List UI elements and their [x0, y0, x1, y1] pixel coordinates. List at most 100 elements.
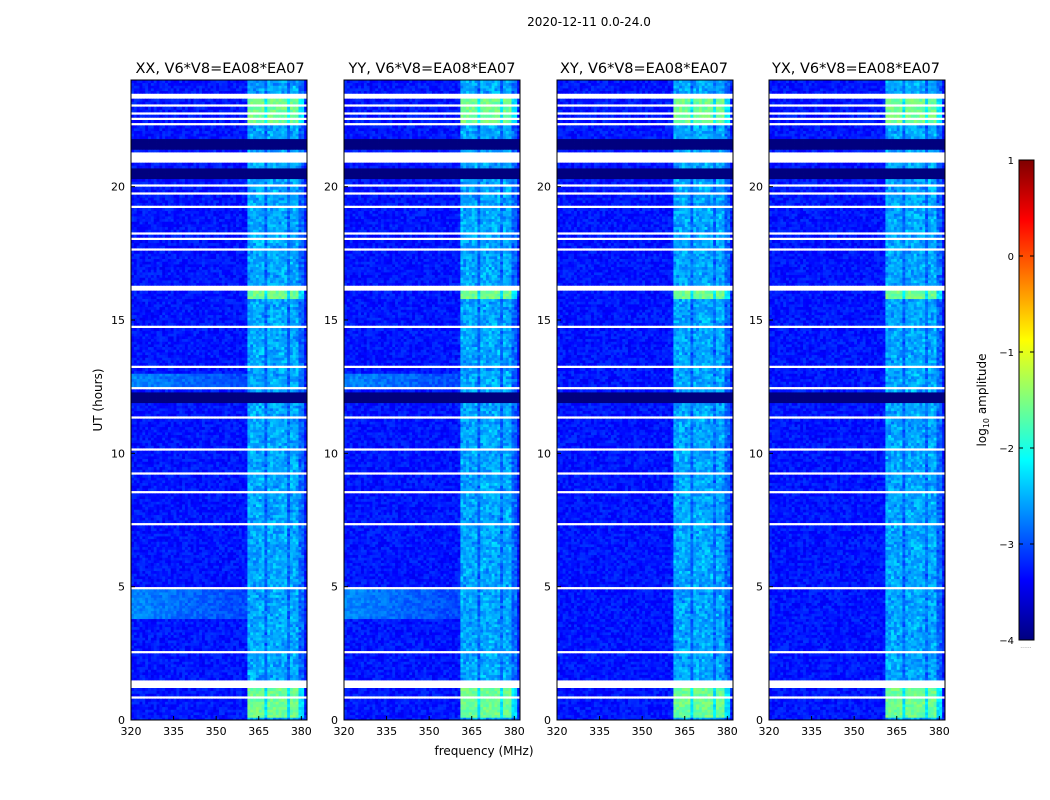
heatmap-cell: [278, 642, 282, 646]
heatmap-cell: [165, 501, 169, 505]
heatmap-cell: [156, 677, 160, 681]
heatmap-cell: [233, 608, 237, 612]
heatmap-cell: [301, 634, 305, 638]
heatmap-cell: [159, 632, 163, 636]
heatmap-cell: [301, 618, 305, 622]
heatmap-cell: [298, 600, 302, 604]
heatmap-cell: [182, 512, 186, 516]
heatmap-cell: [176, 602, 180, 606]
heatmap-cell: [261, 525, 265, 529]
heatmap-cell: [199, 712, 203, 716]
heatmap-cell: [258, 634, 262, 638]
heatmap-cell: [204, 514, 209, 518]
heatmap-cell: [227, 546, 231, 550]
heatmap-cell: [139, 664, 143, 668]
heatmap-cell: [173, 514, 177, 518]
heatmap-cell: [176, 618, 180, 622]
heatmap-cell: [184, 608, 189, 612]
heatmap-cell: [148, 501, 152, 505]
heatmap-cell: [289, 672, 294, 676]
heatmap-cell: [221, 485, 226, 489]
heatmap-cell: [284, 533, 288, 537]
heatmap-cell: [173, 672, 177, 676]
heatmap-cell: [236, 690, 240, 694]
heatmap-cell: [289, 592, 294, 596]
heatmap-cell: [267, 501, 271, 505]
heatmap-cell: [287, 642, 291, 646]
heatmap-cell: [255, 554, 260, 558]
heatmap-cell: [139, 597, 143, 601]
heatmap-cell: [190, 688, 194, 692]
heatmap-cell: [136, 621, 140, 625]
heatmap-cell: [289, 576, 294, 580]
heatmap-cell: [148, 562, 152, 566]
heatmap-cell: [184, 674, 189, 678]
heatmap-cell: [167, 637, 172, 641]
heatmap-cell: [275, 496, 280, 500]
heatmap-cell: [278, 637, 282, 641]
heatmap-cell: [176, 546, 180, 550]
heatmap-cell: [264, 605, 268, 609]
heatmap-cell: [253, 496, 257, 500]
heatmap-cell: [162, 632, 166, 636]
heatmap-cell: [270, 557, 274, 561]
heatmap-cell: [278, 674, 282, 678]
heatmap-cell: [261, 648, 265, 652]
heatmap-cell: [281, 642, 285, 646]
heatmap-cell: [159, 509, 163, 513]
heatmap-cell: [304, 589, 307, 593]
heatmap-cell: [304, 568, 307, 572]
heatmap-cell: [179, 528, 183, 532]
heatmap-cell: [173, 568, 177, 572]
heatmap-cell: [227, 541, 231, 545]
heatmap-cell: [289, 693, 294, 697]
heatmap-cell: [219, 504, 223, 508]
heatmap-cell: [162, 605, 166, 609]
heatmap-cell: [284, 669, 288, 673]
heatmap-cell: [167, 594, 172, 598]
heatmap-cell: [270, 717, 274, 720]
heatmap-cell: [159, 706, 163, 710]
heatmap-cell: [156, 565, 160, 569]
heatmap-cell: [176, 645, 180, 649]
heatmap-cell: [255, 541, 260, 545]
heatmap-cell: [190, 656, 194, 660]
heatmap-cell: [250, 546, 254, 550]
heatmap-cell: [253, 501, 257, 505]
heatmap-cell: [216, 677, 220, 681]
heatmap-cell: [227, 514, 231, 518]
heatmap-cell: [267, 717, 271, 720]
heatmap-cell: [165, 672, 169, 676]
heatmap-cell: [131, 533, 135, 537]
heatmap-cell: [133, 576, 138, 580]
heatmap-cell: [162, 589, 166, 593]
heatmap-cell: [247, 714, 251, 718]
heatmap-cell: [179, 674, 183, 678]
heatmap-cell: [213, 544, 217, 548]
heatmap-cell: [193, 533, 197, 537]
heatmap-cell: [133, 560, 138, 564]
heatmap-cell: [145, 618, 149, 622]
heatmap-cell: [213, 712, 217, 716]
heatmap-cell: [250, 597, 254, 601]
heatmap-cell: [261, 616, 265, 620]
heatmap-cell: [287, 658, 291, 662]
heatmap-cell: [153, 690, 157, 694]
heatmap-cell: [210, 520, 214, 524]
heatmap-cell: [275, 568, 280, 572]
heatmap-cell: [167, 498, 172, 502]
heatmap-cell: [142, 530, 146, 534]
heatmap-cell: [301, 661, 305, 665]
heatmap-cell: [170, 637, 174, 641]
heatmap-cell: [187, 512, 192, 516]
heatmap-cell: [150, 488, 155, 492]
heatmap-cell: [156, 605, 160, 609]
heatmap-cell: [179, 506, 183, 510]
heatmap-cell: [199, 501, 203, 505]
heatmap-cell: [258, 610, 262, 614]
heatmap-cell: [284, 690, 288, 694]
heatmap-cell: [153, 616, 157, 620]
heatmap-cell: [267, 504, 271, 508]
heatmap-cell: [250, 621, 254, 625]
heatmap-cell: [264, 512, 268, 516]
